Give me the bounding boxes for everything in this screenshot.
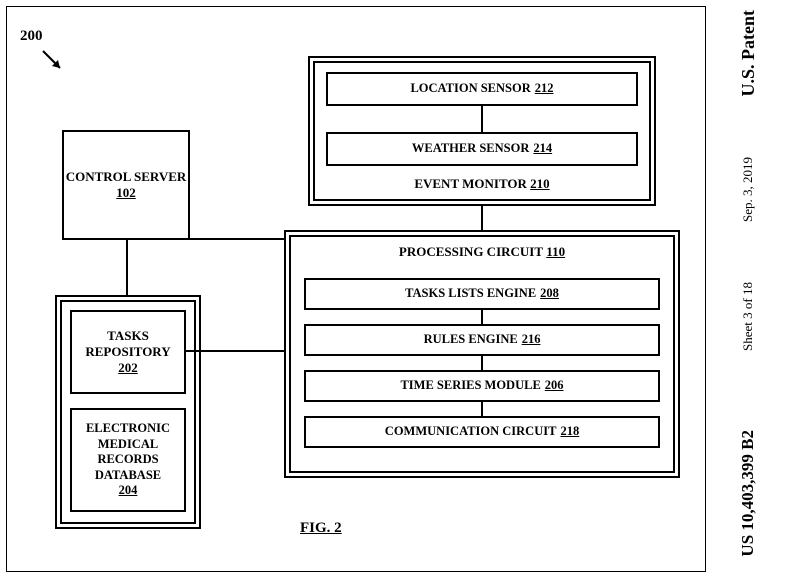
arrow-icon bbox=[40, 48, 66, 74]
connector-re-ts bbox=[481, 356, 483, 370]
tasks-repo-box: TASKS REPOSITORY 202 bbox=[70, 310, 186, 394]
emr-db-title: ELECTRONIC MEDICAL RECORDS DATABASE bbox=[72, 421, 184, 484]
weather-sensor-title: WEATHER SENSOR bbox=[412, 141, 530, 157]
figure-ref-200: 200 bbox=[20, 28, 43, 45]
location-sensor-ref: 212 bbox=[535, 81, 554, 97]
tasks-engine-box: TASKS LISTS ENGINE 208 bbox=[304, 278, 660, 310]
header-column: U.S. Patent Sep. 3, 2019 Sheet 3 of 18 U… bbox=[724, 10, 772, 570]
connector-em-pc bbox=[481, 206, 483, 230]
control-server-title: CONTROL SERVER bbox=[66, 169, 187, 185]
event-monitor-label: EVENT MONITOR 210 bbox=[326, 176, 638, 192]
header-patent: U.S. Patent bbox=[738, 10, 759, 97]
connector-cs-pc bbox=[190, 238, 284, 240]
connector-cs-db bbox=[126, 240, 128, 295]
tasks-repo-title: TASKS REPOSITORY bbox=[72, 328, 184, 361]
figure-label: FIG. 2 bbox=[300, 520, 342, 537]
time-series-box: TIME SERIES MODULE 206 bbox=[304, 370, 660, 402]
weather-sensor-ref: 214 bbox=[533, 141, 552, 157]
header-number: US 10,403,399 B2 bbox=[738, 430, 758, 557]
control-server-box: CONTROL SERVER 102 bbox=[62, 130, 190, 240]
location-sensor-title: LOCATION SENSOR bbox=[410, 81, 530, 97]
comm-circuit-box: COMMUNICATION CIRCUIT 218 bbox=[304, 416, 660, 448]
processing-title: PROCESSING CIRCUIT 110 bbox=[300, 244, 664, 260]
location-sensor-box: LOCATION SENSOR 212 bbox=[326, 72, 638, 106]
rules-engine-box: RULES ENGINE 216 bbox=[304, 324, 660, 356]
header-date: Sep. 3, 2019 bbox=[740, 157, 756, 222]
header-sheet: Sheet 3 of 18 bbox=[740, 282, 756, 351]
weather-sensor-box: WEATHER SENSOR 214 bbox=[326, 132, 638, 166]
connector-ts-cc bbox=[481, 402, 483, 416]
control-server-ref: 102 bbox=[116, 185, 136, 201]
connector-loc-weather bbox=[481, 106, 483, 132]
connector-tr-pc bbox=[186, 350, 284, 352]
connector-cs-pc-stub bbox=[190, 238, 192, 240]
emr-db-box: ELECTRONIC MEDICAL RECORDS DATABASE 204 bbox=[70, 408, 186, 512]
connector-te-re bbox=[481, 310, 483, 324]
tasks-repo-ref: 202 bbox=[118, 360, 138, 376]
emr-db-ref: 204 bbox=[119, 483, 138, 499]
